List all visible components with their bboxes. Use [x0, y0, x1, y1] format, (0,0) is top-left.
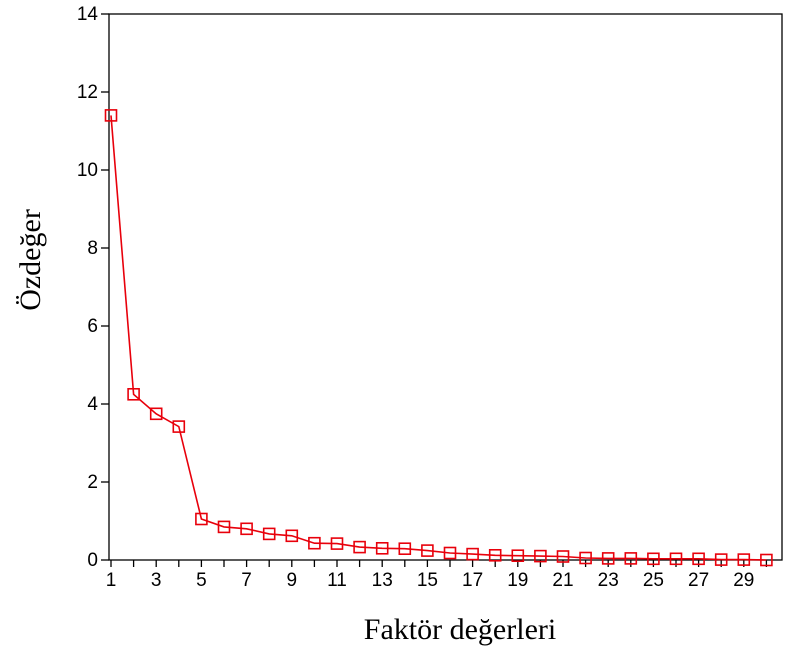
data-point-marker: [601, 552, 615, 565]
x-tick-label: 17: [462, 570, 483, 591]
data-point-marker: [760, 553, 773, 567]
y-axis: 0 2 4 6 8 10 12 14: [77, 4, 109, 571]
y-tick-label: 10: [77, 160, 98, 181]
data-point-marker: [737, 553, 751, 566]
data-point-marker: [308, 536, 321, 550]
data-point-marker: [398, 542, 412, 556]
y-tick-label: 4: [87, 394, 98, 415]
y-tick-label: 2: [87, 472, 98, 493]
data-point-marker: [421, 544, 434, 557]
x-tick-label: 13: [372, 570, 393, 591]
data-point-marker: [149, 407, 163, 421]
plot-frame: [108, 13, 783, 561]
x-tick-label: 21: [552, 570, 573, 591]
data-point-marker: [466, 547, 479, 561]
data-point-marker: [714, 553, 728, 566]
x-axis-title: Faktör değerleri: [364, 613, 556, 646]
x-tick-label: 11: [327, 570, 347, 591]
data-point-marker: [579, 551, 592, 565]
y-tick-label: 0: [87, 550, 98, 571]
data-point-marker: [488, 548, 502, 562]
x-tick-label: 25: [643, 570, 664, 591]
data-point-marker: [511, 549, 525, 563]
x-tick-label: 29: [733, 570, 754, 591]
y-tick-label: 6: [87, 316, 98, 337]
eigenvalue-markers: [104, 109, 773, 567]
data-point-marker: [195, 512, 208, 526]
data-point-marker: [375, 541, 389, 555]
y-tick-label: 12: [77, 82, 98, 103]
x-tick-label: 1: [106, 570, 117, 591]
data-point-marker: [443, 546, 457, 560]
data-point-marker: [127, 387, 140, 401]
data-point-marker: [262, 527, 276, 541]
data-point-marker: [217, 520, 231, 534]
data-point-marker: [556, 550, 570, 563]
x-tick-label: 5: [196, 570, 207, 591]
x-tick-label: 15: [417, 570, 438, 591]
data-point-marker: [692, 552, 705, 566]
eigenvalue-line: [110, 115, 767, 561]
data-point-marker: [330, 537, 344, 550]
data-point-marker: [240, 522, 253, 536]
data-point-marker: [172, 420, 186, 433]
data-point-marker: [647, 552, 660, 566]
data-point-marker: [669, 552, 683, 566]
x-tick-label: 9: [287, 570, 298, 591]
x-tick-label: 7: [241, 570, 252, 591]
x-tick-label: 27: [688, 570, 709, 591]
x-tick-label: 23: [598, 570, 619, 591]
data-point-marker: [285, 529, 299, 543]
y-axis-title: Özdeğer: [14, 209, 47, 311]
data-point-marker: [353, 540, 366, 554]
x-tick-label: 19: [507, 570, 528, 591]
x-axis: 1 3 5 7 9 11 13 15 17 19 21 23 25 27 29: [106, 560, 768, 591]
data-point-marker: [624, 552, 638, 565]
y-tick-label: 14: [77, 4, 99, 25]
data-point-marker: [534, 549, 547, 563]
y-tick-label: 8: [87, 238, 98, 259]
x-tick-label: 3: [151, 570, 162, 591]
data-point-marker: [104, 109, 118, 122]
